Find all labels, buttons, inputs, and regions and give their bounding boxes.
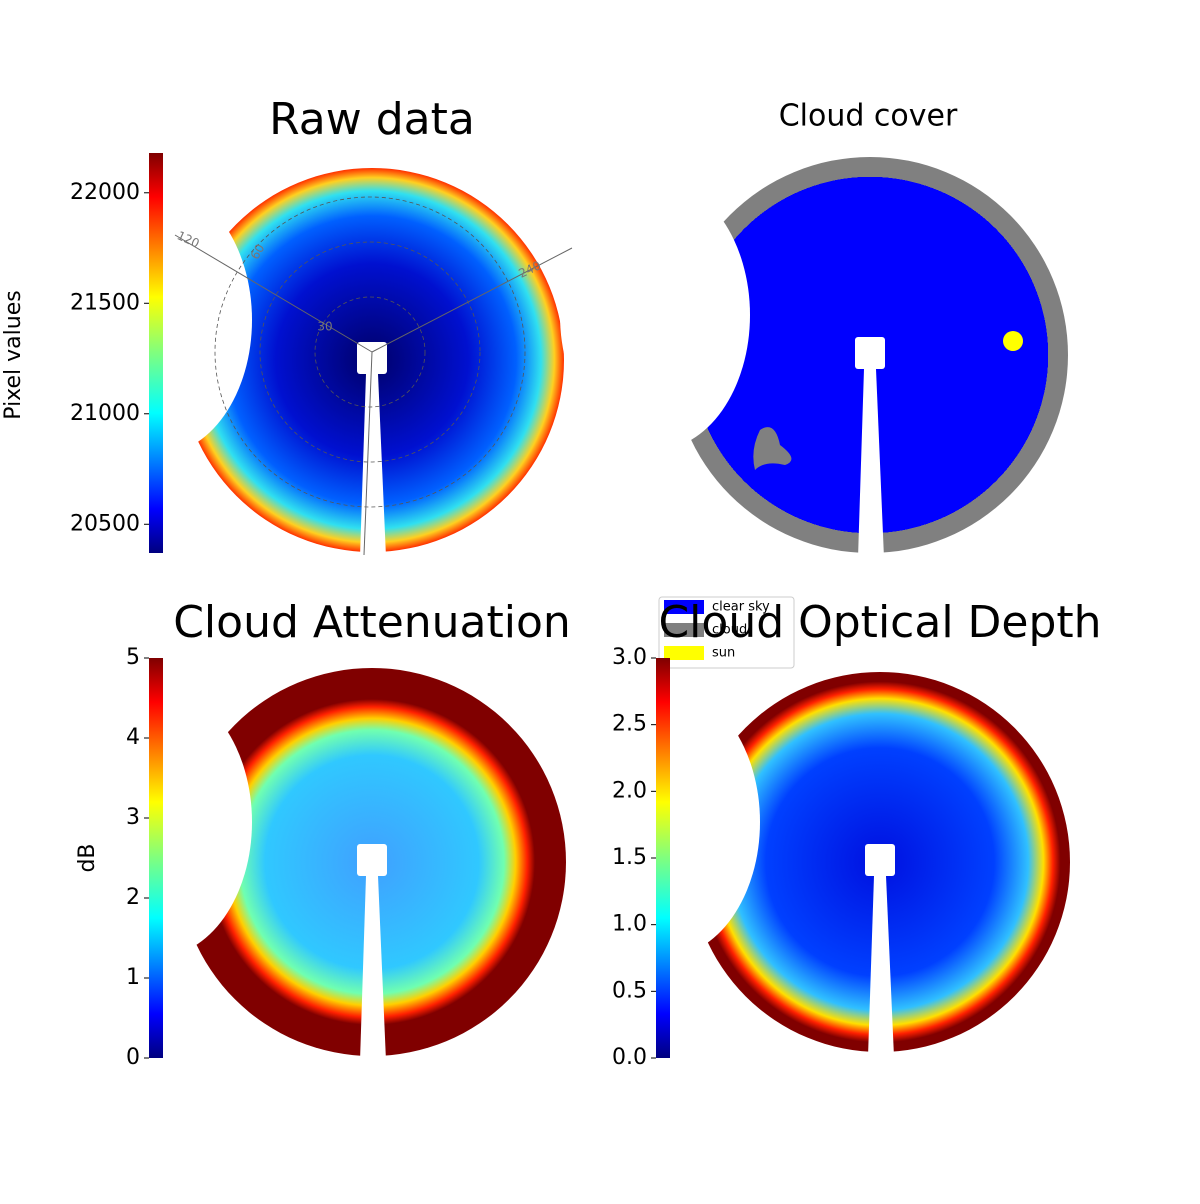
colorbar-tick-label: 2.5 <box>612 712 647 737</box>
panel-title: Cloud Attenuation <box>173 597 571 648</box>
legend-label: sun <box>712 646 735 661</box>
sun-marker <box>1003 331 1023 351</box>
colorbar <box>149 153 163 553</box>
colorbar-label: Pixel values <box>1 290 26 419</box>
polar-grid <box>259 241 481 463</box>
colorbar <box>149 658 163 1058</box>
colorbar-tick-label: 21500 <box>70 290 140 315</box>
colorbar-tick-label: 22000 <box>70 180 140 205</box>
colorbar-tick-label: 2 <box>126 885 140 910</box>
colorbar-tick-label: 1.5 <box>612 845 647 870</box>
colorbar-tick-label: 0.5 <box>612 978 647 1003</box>
mast-head <box>855 337 885 369</box>
colorbar-tick-label: 3.0 <box>612 645 647 670</box>
horizon-mask <box>560 180 750 450</box>
colorbar-tick-label: 1 <box>126 965 140 990</box>
polar-grid <box>214 196 526 508</box>
colorbar-tick-label: 2.0 <box>612 778 647 803</box>
mast <box>360 374 386 557</box>
colorbar-label: dB <box>75 843 100 872</box>
legend-label: cloud <box>712 623 747 638</box>
panel-title: Raw data <box>269 94 475 145</box>
legend-swatch <box>664 600 704 614</box>
mast-head <box>865 844 895 876</box>
panel-title: Cloud Optical Depth <box>658 597 1101 648</box>
colorbar-tick-label: 5 <box>126 645 140 670</box>
polar-label: 60 <box>248 242 268 262</box>
colorbar-tick-label: 1.0 <box>612 912 647 937</box>
legend-swatch <box>664 646 704 660</box>
polar-axis <box>174 234 373 353</box>
cloud-patch <box>753 427 792 470</box>
colorbar-tick-label: 3 <box>126 805 140 830</box>
mast-head <box>357 844 387 876</box>
colorbar <box>656 658 670 1058</box>
polar-axis <box>363 351 373 556</box>
colorbar-tick-label: 21000 <box>70 401 140 426</box>
legend-label: clear sky <box>712 600 770 615</box>
colorbar-tick-label: 4 <box>126 725 140 750</box>
colorbar-tick-label: 0.0 <box>612 1045 647 1070</box>
colorbar-tick-label: 20500 <box>70 511 140 536</box>
panel-title: Cloud cover <box>779 99 958 134</box>
mast <box>868 876 894 1057</box>
colorbar-tick-label: 0 <box>126 1045 140 1070</box>
mast <box>360 876 386 1061</box>
polar-axis <box>371 247 573 353</box>
polar-label: 30 <box>317 320 332 334</box>
mast <box>858 369 884 558</box>
legend-swatch <box>664 623 704 637</box>
